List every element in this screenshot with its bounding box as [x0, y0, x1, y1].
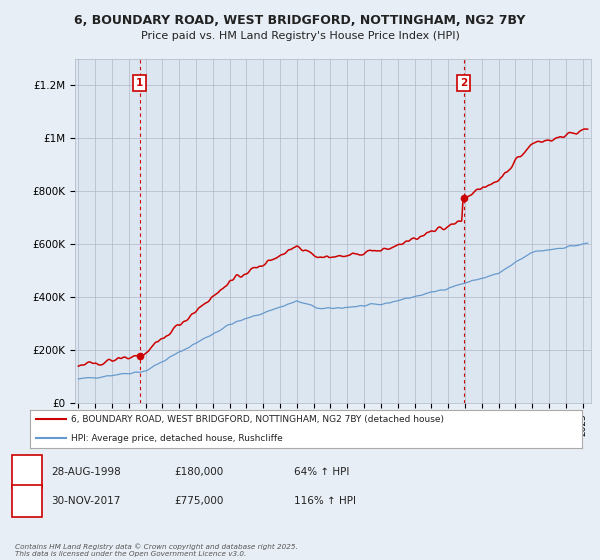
Text: 28-AUG-1998: 28-AUG-1998 [51, 466, 121, 477]
Text: 30-NOV-2017: 30-NOV-2017 [51, 496, 121, 506]
Text: 1: 1 [136, 78, 143, 88]
Text: Contains HM Land Registry data © Crown copyright and database right 2025.
This d: Contains HM Land Registry data © Crown c… [15, 543, 298, 557]
Text: £775,000: £775,000 [174, 496, 223, 506]
Text: 1: 1 [23, 466, 31, 477]
Text: 6, BOUNDARY ROAD, WEST BRIDGFORD, NOTTINGHAM, NG2 7BY: 6, BOUNDARY ROAD, WEST BRIDGFORD, NOTTIN… [74, 14, 526, 27]
Text: £180,000: £180,000 [174, 466, 223, 477]
Text: 2: 2 [460, 78, 467, 88]
Text: HPI: Average price, detached house, Rushcliffe: HPI: Average price, detached house, Rush… [71, 434, 283, 443]
Text: 6, BOUNDARY ROAD, WEST BRIDGFORD, NOTTINGHAM, NG2 7BY (detached house): 6, BOUNDARY ROAD, WEST BRIDGFORD, NOTTIN… [71, 415, 445, 424]
Text: 64% ↑ HPI: 64% ↑ HPI [294, 466, 349, 477]
Text: 116% ↑ HPI: 116% ↑ HPI [294, 496, 356, 506]
Text: 2: 2 [23, 496, 31, 506]
Text: Price paid vs. HM Land Registry's House Price Index (HPI): Price paid vs. HM Land Registry's House … [140, 31, 460, 41]
